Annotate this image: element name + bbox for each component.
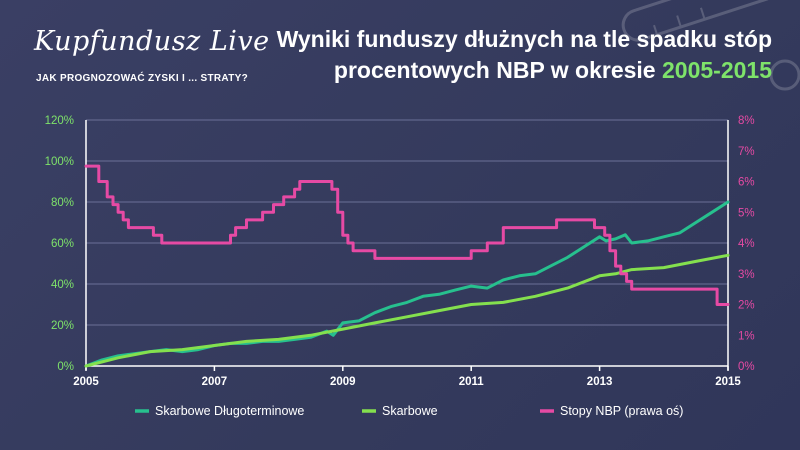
- y-left-tick-label: 40%: [51, 279, 74, 291]
- legend-label: Skarbowe Długoterminowe: [155, 404, 304, 418]
- y-left-tick-label: 100%: [45, 156, 74, 168]
- thermometer-decoration-icon: [621, 0, 800, 91]
- y-right-tick-label: 1%: [738, 330, 755, 342]
- series-line: [84, 253, 730, 368]
- y-right-tick-label: 2%: [738, 300, 755, 312]
- title-line-2: procentowych NBP w okresie: [333, 57, 656, 83]
- x-tick-label: 2015: [715, 376, 741, 388]
- x-tick-label: 2005: [73, 376, 99, 388]
- y-left-tick-label: 20%: [51, 320, 74, 332]
- legend-label: Stopy NBP (prawa oś): [560, 404, 683, 418]
- y-right-tick-label: 4%: [738, 238, 755, 250]
- y-left-tick-label: 120%: [45, 115, 74, 127]
- brand-tagline: JAK PROGNOZOWAĆ ZYSKI I ... STRATY?: [36, 73, 248, 84]
- title-line-1: Wyniki funduszy dłużnych na tle spadku s…: [276, 26, 772, 52]
- y-left-tick-label: 80%: [51, 197, 74, 209]
- series-line: [84, 200, 730, 368]
- y-right-tick-label: 6%: [738, 177, 755, 189]
- series-line: [84, 164, 730, 306]
- brand-logo: Kupfundusz Live: [34, 26, 270, 57]
- page-title: Wyniki funduszy dłużnych na tle spadku s…: [252, 24, 772, 86]
- legend-label: Skarbowe: [382, 404, 438, 418]
- y-left-tick-label: 0%: [57, 361, 74, 373]
- x-tick-label: 2009: [330, 376, 356, 388]
- title-highlight: 2005-2015: [662, 57, 772, 83]
- y-right-tick-label: 3%: [738, 269, 755, 281]
- y-right-tick-label: 7%: [738, 146, 755, 158]
- x-tick-label: 2011: [459, 376, 485, 388]
- y-left-tick-label: 60%: [51, 238, 74, 250]
- x-tick-label: 2013: [587, 376, 613, 388]
- y-right-tick-label: 0%: [738, 361, 755, 373]
- y-right-tick-label: 8%: [738, 115, 755, 127]
- x-tick-label: 2007: [202, 376, 228, 388]
- y-right-tick-label: 5%: [738, 207, 755, 219]
